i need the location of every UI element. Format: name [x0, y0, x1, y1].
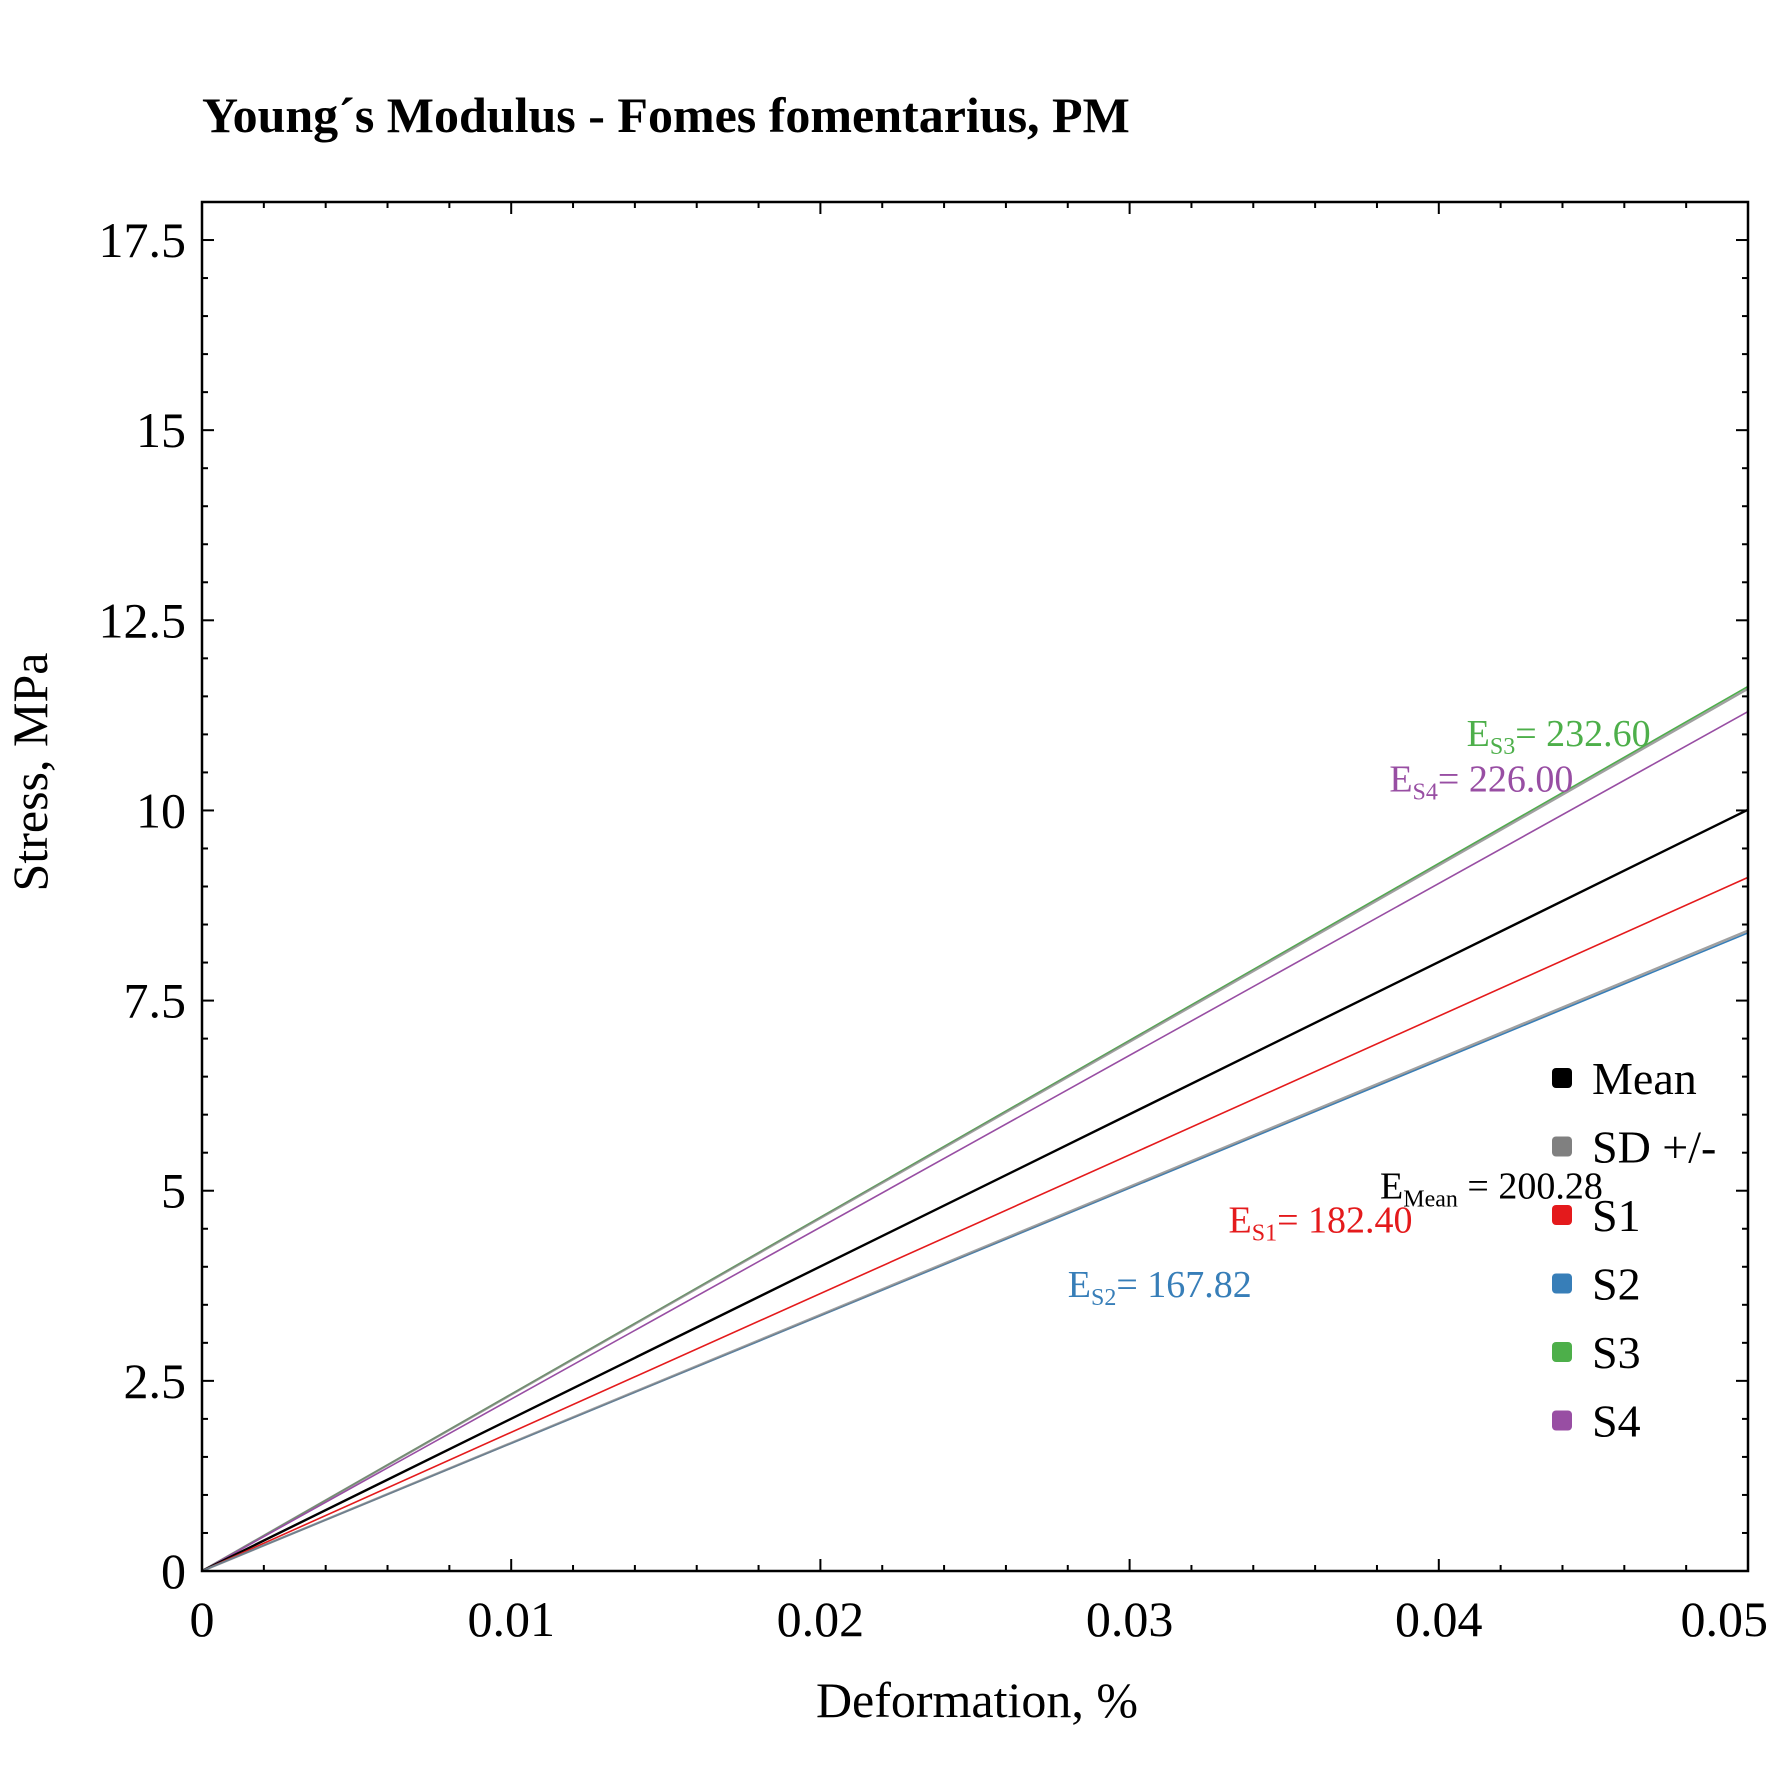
series-line-mean — [201, 808, 1749, 1573]
x-tick-label: 0.03 — [1086, 1591, 1174, 1647]
legend-label: S4 — [1592, 1396, 1641, 1447]
y-axis-label: Stress, MPa — [2, 653, 58, 892]
legend-swatch — [1552, 1136, 1572, 1157]
x-tick-label: 0 — [190, 1591, 215, 1647]
y-tick-label: 12.5 — [99, 592, 187, 648]
modulus-annotation: ES4= 226.00 — [1389, 758, 1573, 805]
series-lines — [201, 685, 1749, 1573]
y-tick-label: 0 — [161, 1543, 186, 1599]
x-tick-label: 0.04 — [1395, 1591, 1483, 1647]
series-line-sd — [201, 687, 1749, 1573]
legend-label: S1 — [1592, 1190, 1641, 1241]
y-tick-label: 2.5 — [124, 1353, 187, 1409]
legend-swatch — [1552, 1410, 1572, 1431]
modulus-annotation: EMean = 200.28 — [1380, 1165, 1603, 1212]
x-axis-label: Deformation, % — [816, 1672, 1138, 1728]
modulus-annotation: ES1= 182.40 — [1229, 1200, 1413, 1247]
tick-labels: 0 0.01 0.02 0.03 0.04 0.05 0 2.5 5 7.5 10 12.5 15 17.… — [99, 212, 1769, 1647]
legend-label: Mean — [1592, 1053, 1697, 1104]
modulus-annotation: ES3= 232.60 — [1467, 713, 1651, 760]
legend: Mean SD +/- S1 S2 S3 S4 — [1552, 1053, 1716, 1447]
y-tick-label: 7.5 — [124, 973, 187, 1029]
modulus-annotation: ES2= 167.82 — [1068, 1264, 1252, 1311]
y-tick-label: 10 — [136, 782, 186, 838]
series-line-s4 — [201, 710, 1749, 1572]
y-tick-label: 15 — [136, 402, 186, 458]
legend-swatch — [1552, 1205, 1572, 1225]
legend-label: SD +/- — [1592, 1122, 1716, 1173]
x-tick-label: 0.05 — [1681, 1591, 1769, 1647]
plot-frame — [200, 200, 1750, 1573]
legend-label: S2 — [1592, 1259, 1641, 1310]
x-tick-label: 0.01 — [467, 1591, 555, 1647]
legend-swatch — [1552, 1273, 1572, 1294]
legend-swatch — [1552, 1068, 1572, 1088]
series-line-s1 — [201, 876, 1749, 1572]
y-tick-label: 5 — [161, 1163, 186, 1219]
legend-label: S3 — [1592, 1327, 1641, 1378]
legend-swatch — [1552, 1342, 1572, 1362]
series-line-sd — [201, 929, 1749, 1573]
chart-title: Young´s Modulus - Fomes fomentarius, PM — [202, 87, 1130, 143]
y-tick-label: 17.5 — [99, 212, 187, 268]
axis-ticks — [201, 201, 1749, 1572]
x-tick-label: 0.02 — [777, 1591, 865, 1647]
